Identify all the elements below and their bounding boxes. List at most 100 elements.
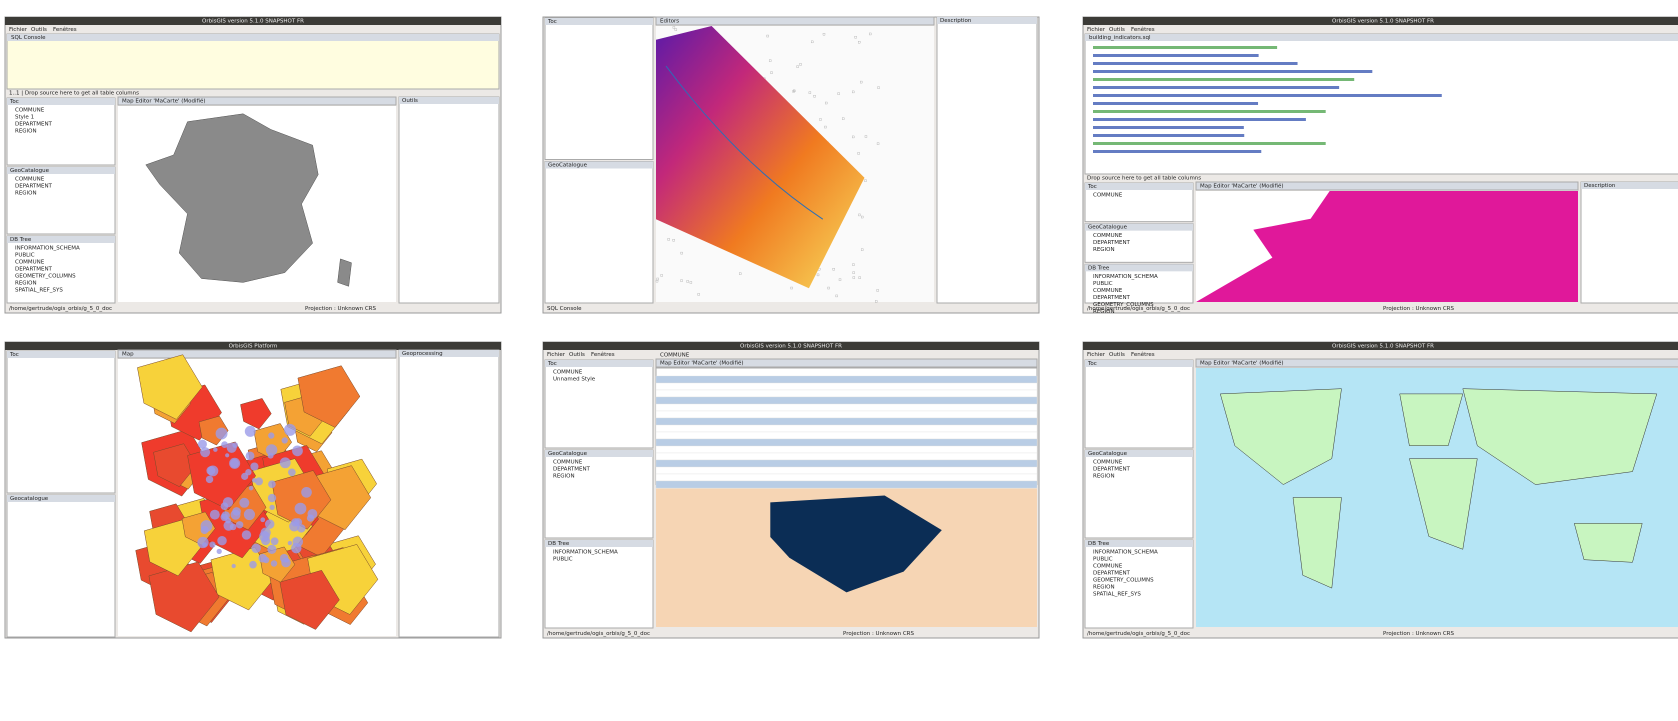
code-line — [1093, 142, 1326, 145]
map-symbol — [217, 535, 227, 546]
tree-item[interactable]: REGION — [1093, 474, 1115, 480]
map-feature — [656, 277, 659, 281]
map-symbol — [200, 447, 211, 458]
tree-item[interactable]: INFORMATION_SCHEMA — [1093, 550, 1158, 556]
map-feature — [875, 300, 878, 303]
tree-item[interactable]: COMMUNE — [1093, 460, 1123, 466]
tree-item[interactable]: GEOMETRY_COLUMNS — [1093, 302, 1154, 308]
tree-item[interactable]: DEPARTMENT — [1093, 571, 1131, 577]
menu-item[interactable]: Fichier — [1087, 352, 1106, 358]
dock-title: Toc — [547, 19, 557, 25]
tree-item[interactable]: REGION — [1093, 309, 1115, 315]
tree-item[interactable]: Unnamed Style — [553, 377, 596, 383]
editor-header — [1085, 34, 1678, 41]
tree-item[interactable]: GEOMETRY_COLUMNS — [1093, 578, 1154, 584]
tree-item[interactable]: DEPARTMENT — [1093, 240, 1131, 246]
map-header — [655, 358, 1038, 368]
map-feature — [667, 238, 670, 241]
tree-item[interactable]: COMMUNE — [1093, 193, 1123, 199]
tree-item[interactable]: REGION — [1093, 247, 1115, 253]
map-feature — [337, 258, 352, 287]
tree-item[interactable]: COMMUNE — [1093, 288, 1123, 294]
menu-item[interactable]: Outils — [1109, 352, 1125, 358]
tree-item[interactable]: COMMUNE — [553, 370, 583, 376]
map-feature — [660, 274, 663, 277]
map-feature — [858, 40, 861, 44]
tree-item[interactable]: COMMUNE — [1093, 233, 1123, 239]
tree-item[interactable]: COMMUNE — [15, 177, 45, 183]
menu-item[interactable]: Outils — [1109, 27, 1125, 33]
menu-item[interactable]: Fenêtres — [1131, 26, 1155, 33]
tree-item[interactable]: INFORMATION_SCHEMA — [15, 246, 80, 252]
tree-item[interactable]: PUBLIC — [553, 557, 573, 563]
tree-item[interactable]: REGION — [15, 281, 37, 287]
map-feature — [852, 90, 855, 94]
code-line — [1093, 110, 1326, 113]
map-symbol — [244, 425, 256, 437]
tree-item[interactable]: REGION — [1093, 585, 1115, 591]
map-feature — [1292, 497, 1342, 589]
tree-item[interactable]: DEPARTMENT — [553, 467, 591, 473]
tree-item[interactable]: DEPARTMENT — [1093, 467, 1131, 473]
map-feature — [825, 101, 828, 105]
code-line — [1093, 102, 1259, 105]
map-feature — [852, 263, 855, 266]
map-symbol — [209, 541, 216, 548]
editor-note: 1..1 | Drop source here to get all table… — [9, 91, 139, 97]
map-feature — [837, 92, 840, 95]
map-symbol — [270, 560, 278, 567]
dock-header — [7, 236, 115, 243]
tree-item[interactable]: DEPARTMENT — [15, 184, 53, 190]
tree-item[interactable]: REGION — [15, 191, 37, 197]
menu-item[interactable]: Fenêtres — [591, 351, 615, 358]
dock-header — [1085, 360, 1193, 367]
tree-item[interactable]: DEPARTMENT — [1093, 295, 1131, 301]
window-title: OrbisGIS version 5.1.0 SNAPSHOT FR — [202, 19, 304, 25]
tree-item[interactable]: PUBLIC — [1093, 557, 1113, 563]
map-feature — [1409, 458, 1478, 550]
tree-item[interactable]: SPATIAL_REF_SYS — [15, 288, 63, 294]
map-title: Map — [122, 352, 134, 358]
menu-item[interactable]: Outils — [569, 352, 585, 358]
dock — [6, 494, 116, 638]
menu-item[interactable]: Fichier — [547, 352, 566, 358]
tree-item[interactable]: GEOMETRY_COLUMNS — [15, 274, 76, 280]
menu-item[interactable]: Outils — [31, 27, 47, 33]
menu-item[interactable]: Fenêtres — [1131, 351, 1155, 358]
dock — [544, 359, 654, 449]
tree-item[interactable]: INFORMATION_SCHEMA — [1093, 274, 1158, 280]
dock-header — [7, 495, 115, 502]
dock-title: DB Tree — [548, 541, 570, 547]
map-feature — [145, 113, 319, 283]
title-bar — [1083, 342, 1678, 350]
map-symbol — [269, 504, 275, 510]
map-feature — [796, 65, 799, 68]
tree-item[interactable]: PUBLIC — [15, 253, 35, 259]
map-symbol — [270, 537, 279, 546]
table-row — [655, 375, 1038, 384]
side-header — [1581, 182, 1678, 189]
map-feature — [148, 561, 220, 633]
tree-item[interactable]: PUBLIC — [1093, 281, 1113, 287]
menu-item[interactable]: Fenêtres — [53, 26, 77, 33]
map-feature — [680, 251, 683, 255]
tree-item[interactable]: COMMUNE — [1093, 564, 1123, 570]
map-symbol — [268, 480, 276, 488]
tree-item[interactable]: COMMUNE — [15, 108, 45, 114]
editor — [6, 33, 500, 90]
tree-item[interactable]: REGION — [553, 474, 575, 480]
dock-header — [1085, 223, 1193, 231]
tree-item[interactable]: COMMUNE — [15, 260, 45, 266]
tree-item[interactable]: REGION — [15, 129, 37, 135]
tree-item[interactable]: INFORMATION_SCHEMA — [553, 550, 618, 556]
tree-item[interactable]: DEPARTMENT — [15, 267, 53, 273]
title-bar — [543, 342, 1039, 350]
tree-item[interactable]: SPATIAL_REF_SYS — [1093, 592, 1141, 598]
tree-item[interactable]: DEPARTMENT — [15, 122, 53, 128]
tree-item[interactable]: Style 1 — [15, 115, 34, 121]
dock-title: Toc — [547, 361, 557, 367]
dock-title: Toc — [9, 352, 19, 358]
menu-item[interactable]: Fichier — [9, 27, 28, 33]
menu-item[interactable]: Fichier — [1087, 27, 1106, 33]
tree-item[interactable]: COMMUNE — [553, 460, 583, 466]
